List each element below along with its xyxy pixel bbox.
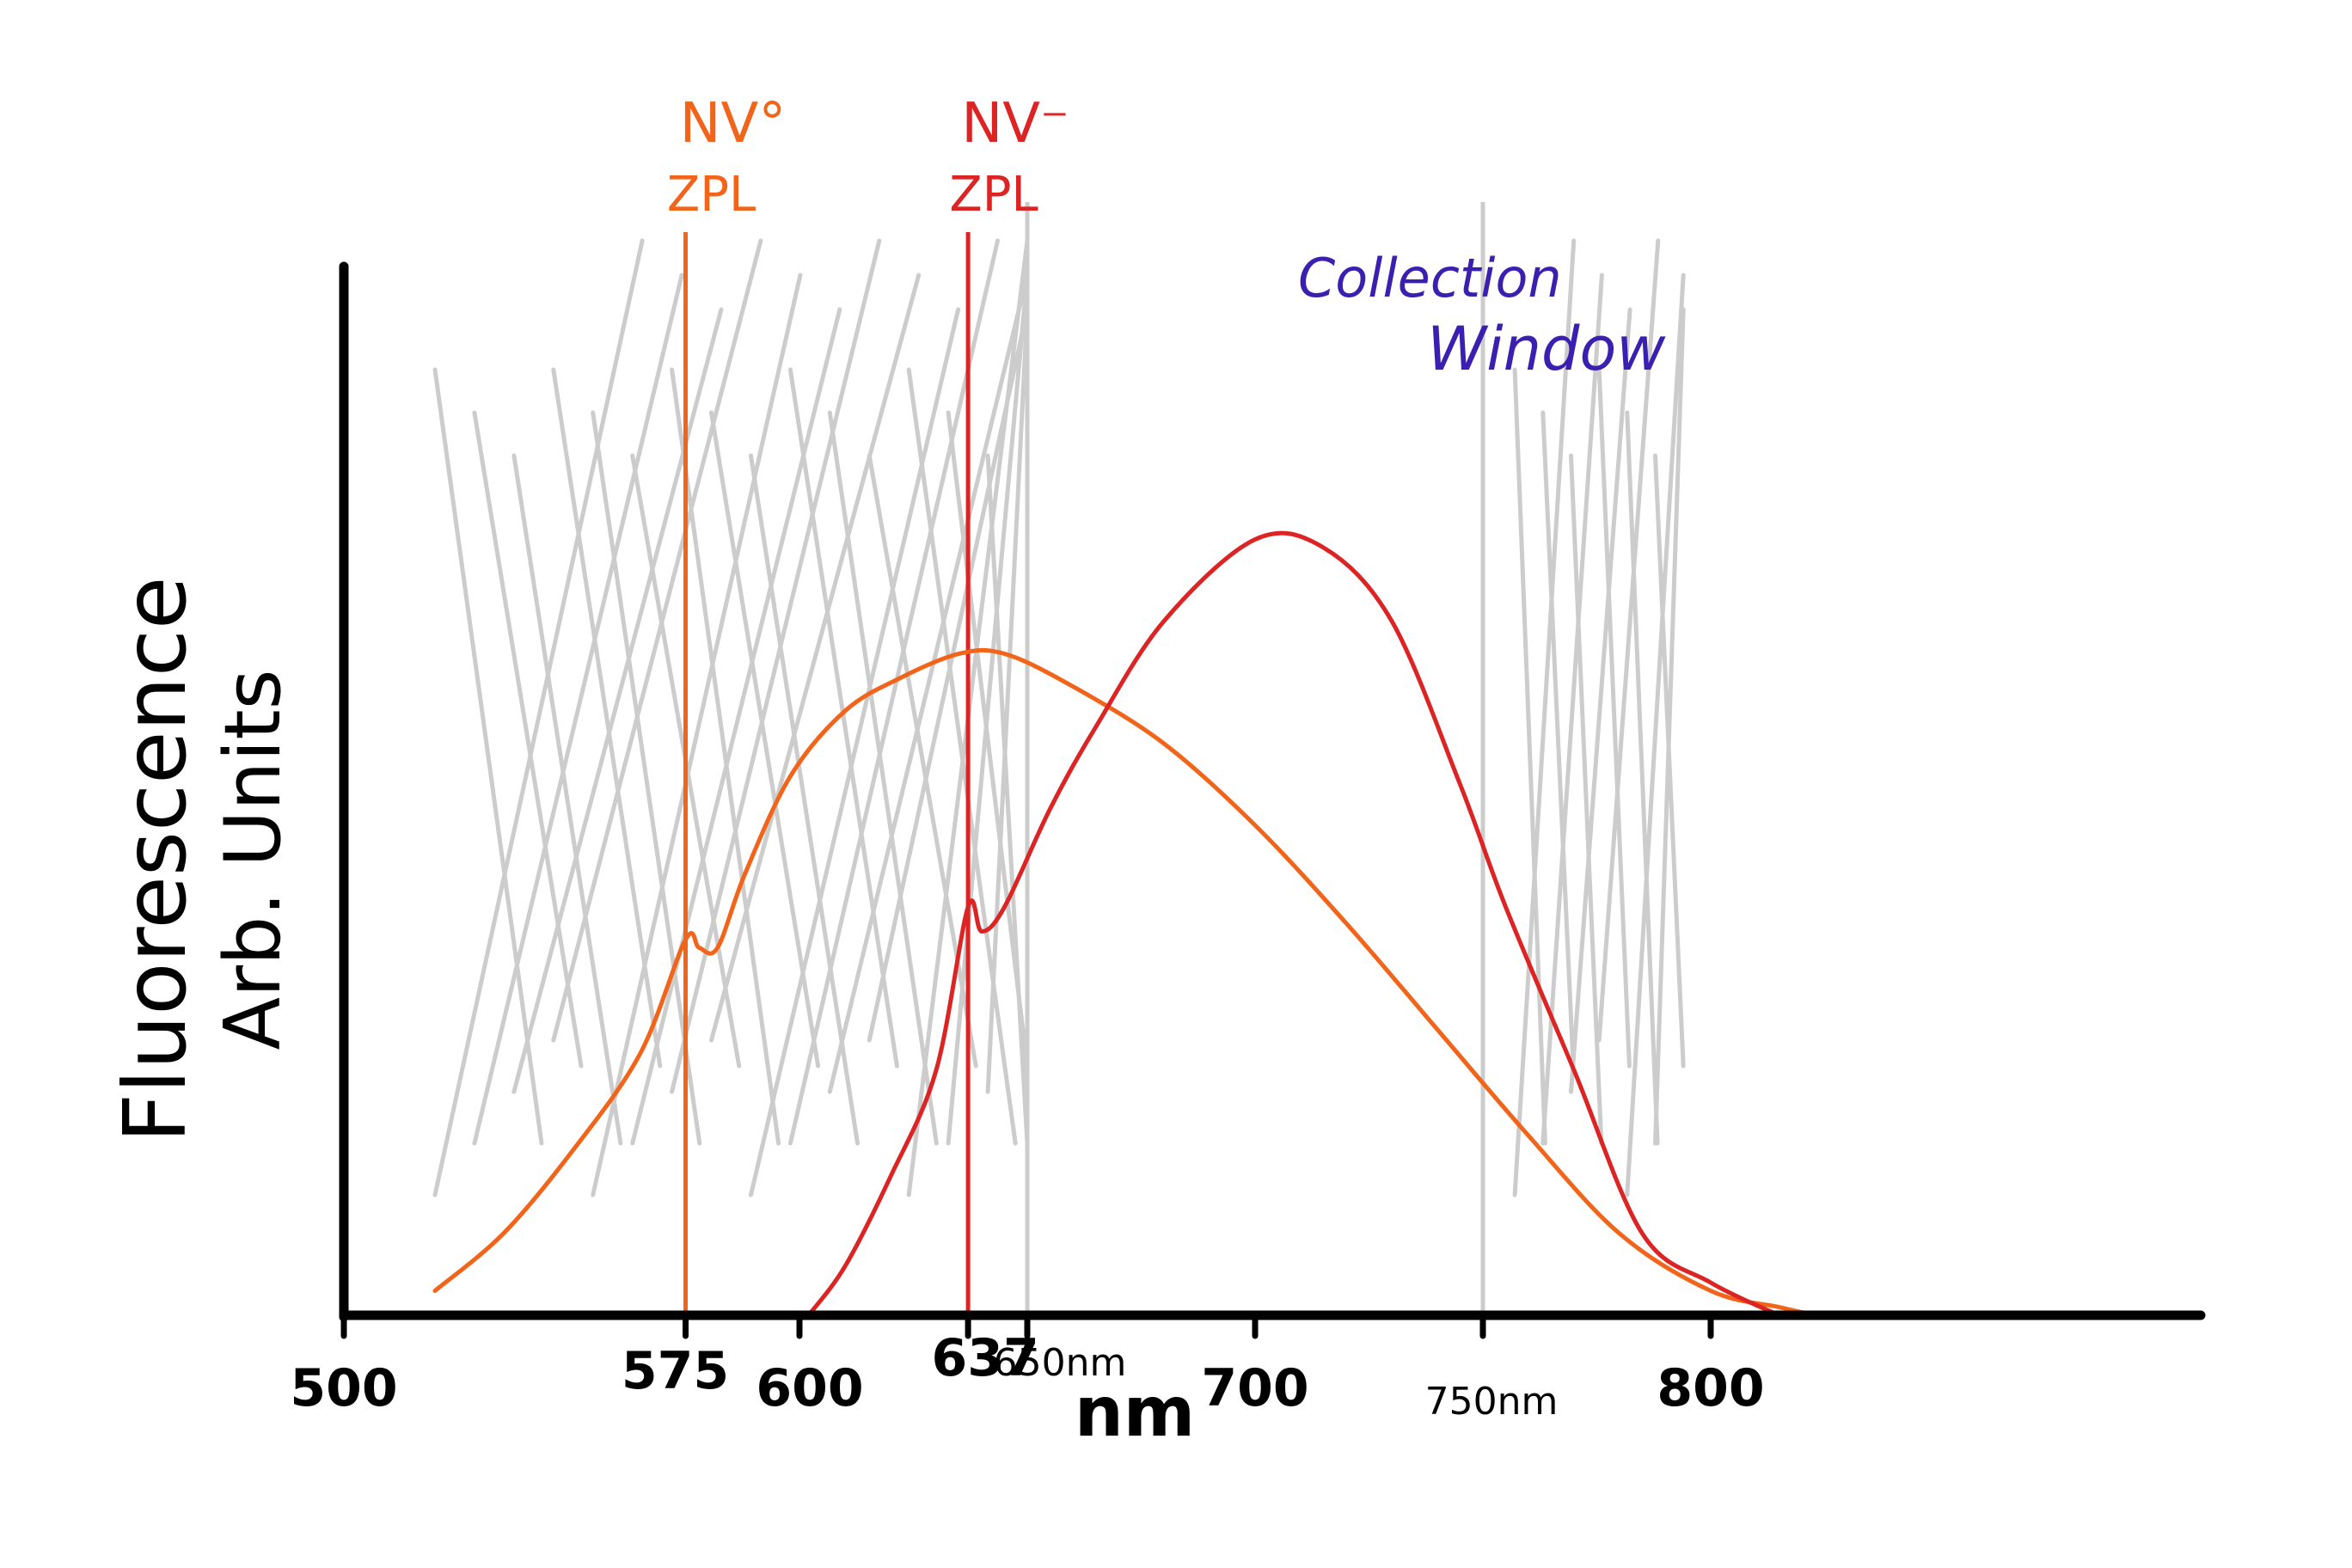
spectra-curves [432,530,1818,1318]
annotation-line-1: Collection [1298,247,1562,309]
vertical-lines [683,202,1485,1315]
x-tick-label-2: 600 [756,1358,863,1418]
x-tick-label-4: 650nm [994,1341,1127,1385]
shaded-region-0 [432,238,1030,1197]
x-axis-label: nm [1075,1372,1195,1452]
annotation-line-2: Window [1427,314,1666,384]
zpl-label-1-line-1: NV⁻ [961,92,1069,156]
zpl-labels: NV° ZPL NV⁻ ZPL [667,92,1069,223]
x-tick-label-3: 637 [931,1328,1038,1388]
x-tick-label-5: 700 [1201,1358,1308,1418]
x-tick-label-6: 750nm [1425,1380,1559,1424]
x-tick-label-7: 800 [1657,1358,1764,1418]
zpl-label-0-line-1: NV° [680,92,787,156]
zpl-label-0-line-2: ZPL [667,167,756,223]
y-axis-label-line-1: Fluorescence [105,577,205,1143]
shaded-region-1 [1512,238,1686,1197]
series-NV--line [806,530,1781,1318]
x-tick-label-0: 500 [290,1358,397,1418]
y-axis-label-line-2: Arb. Units [208,669,298,1050]
collection-window-annotation: Collection Window [1298,247,1666,384]
y-axis-label: Fluorescence Arb. Units [105,577,298,1143]
series-NV0-line [432,647,1818,1318]
x-tick-label-1: 575 [622,1341,729,1401]
zpl-label-1-line-2: ZPL [949,167,1038,223]
